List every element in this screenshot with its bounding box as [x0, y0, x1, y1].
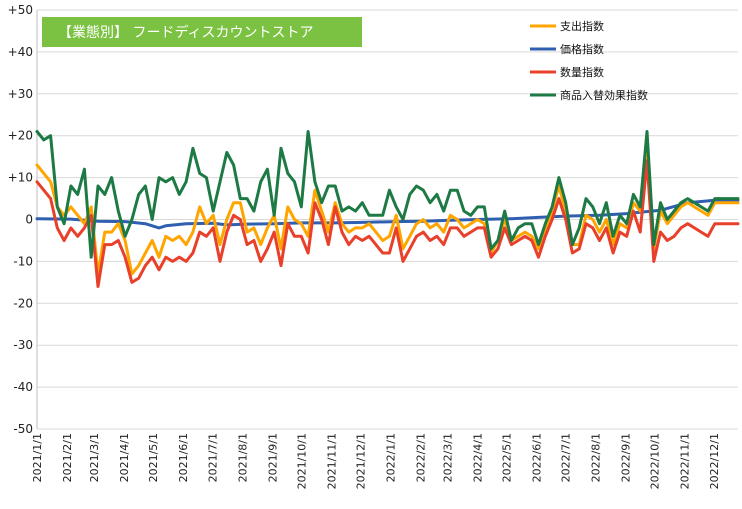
x-tick-label: 2022/3/1 [442, 433, 455, 482]
legend-label: 商品入替効果指数 [560, 88, 648, 102]
x-tick-label: 2021/11/1 [325, 433, 338, 489]
x-tick-label: 2021/5/1 [147, 433, 160, 482]
y-tick-label: +20 [8, 129, 33, 143]
x-tick-label: 2022/1/1 [384, 433, 397, 482]
chart-title-box: 【業態別】 フードディスカウントストア [42, 17, 362, 47]
x-tick-label: 2021/7/1 [206, 433, 219, 482]
x-tick-label: 2021/3/1 [88, 433, 101, 482]
y-axis-ticks: +50 +40 +30 +20 +10 0 -10 -20 -30 -40 -50 [8, 3, 33, 436]
x-tick-label: 2021/6/1 [177, 433, 190, 482]
x-tick-label: 2022/7/1 [560, 433, 573, 482]
y-tick-label: +10 [8, 171, 33, 185]
x-tick-label: 2022/9/1 [620, 433, 633, 482]
y-tick-label: -50 [13, 422, 33, 436]
x-tick-label: 2021/10/1 [295, 433, 308, 489]
y-tick-label: +30 [8, 87, 33, 101]
chart-title: 【業態別】 フードディスカウントストア [58, 24, 313, 41]
x-tick-label: 2022/11/1 [679, 433, 692, 489]
y-tick-label: +40 [8, 45, 33, 59]
x-tick-label: 2022/6/1 [531, 433, 544, 482]
y-tick-label: +50 [8, 3, 33, 17]
x-tick-label: 2021/2/1 [61, 433, 74, 482]
legend-label: 価格指数 [560, 42, 604, 56]
x-axis-ticks: 2021/1/1 2021/2/1 2021/3/1 2021/4/1 2021/5/1… [31, 433, 721, 489]
y-tick-label: -10 [13, 254, 33, 268]
x-tick-label: 2022/2/1 [414, 433, 427, 482]
x-tick-label: 2022/4/1 [472, 433, 485, 482]
series-line [35, 130, 740, 259]
x-tick-label: 2021/12/1 [354, 433, 367, 489]
x-tick-label: 2021/8/1 [236, 433, 249, 482]
y-tick-label: -40 [13, 380, 33, 394]
series-layer [35, 130, 740, 288]
y-tick-label: -20 [13, 296, 33, 310]
x-tick-label: 2022/10/1 [649, 433, 662, 489]
legend-label: 数量指数 [560, 65, 604, 79]
gridlines [37, 9, 738, 430]
x-tick-label: 2022/5/1 [501, 433, 514, 482]
y-tick-label: 0 [25, 213, 33, 227]
x-tick-label: 2021/1/1 [31, 433, 44, 482]
x-tick-label: 2022/12/1 [708, 433, 721, 489]
x-tick-label: 2021/4/1 [118, 433, 131, 482]
x-tick-label: 2022/8/1 [590, 433, 603, 482]
series-line [35, 159, 740, 288]
series-line [35, 142, 740, 276]
series-line [35, 198, 740, 230]
x-tick-label: 2021/9/1 [266, 433, 279, 482]
legend-label: 支出指数 [560, 19, 604, 33]
y-tick-label: -30 [13, 338, 33, 352]
